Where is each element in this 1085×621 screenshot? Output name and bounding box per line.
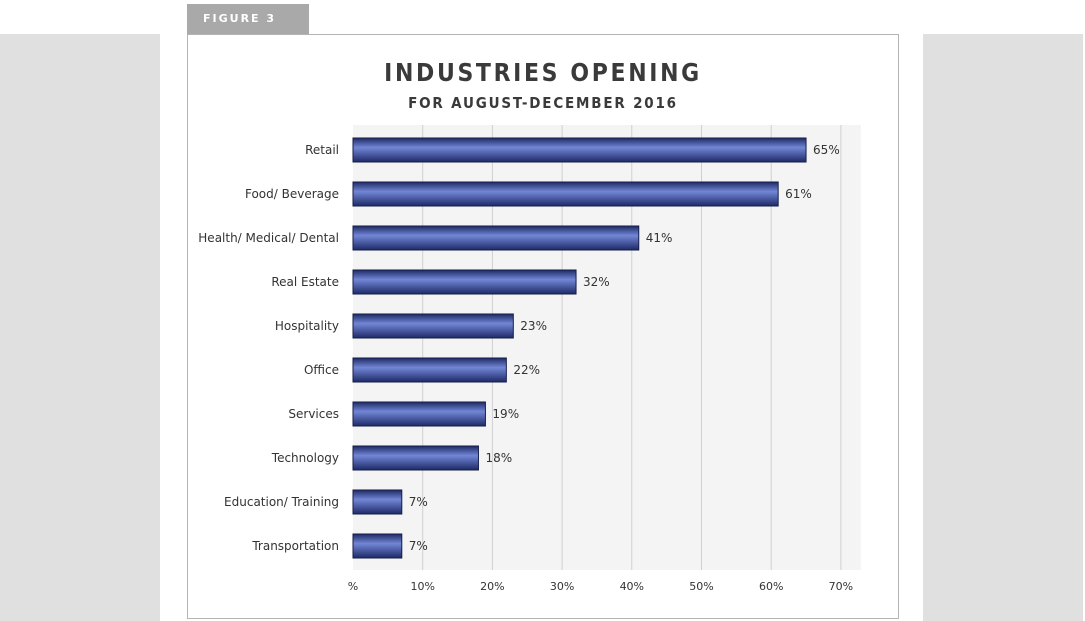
figure-label: FIGURE 3 <box>187 4 309 34</box>
category-label: Retail <box>305 143 339 157</box>
bar-chart: % 10% 20% 30% 40% 50% 60% 70% Retail 65% Food/ Bev… <box>198 125 861 593</box>
data-label: 22% <box>513 363 540 377</box>
bar <box>352 533 403 559</box>
bar <box>352 181 779 207</box>
chart-title: INDUSTRIES OPENING <box>384 58 702 87</box>
category-label: Office <box>304 363 339 377</box>
category-label: Education/ Training <box>224 495 339 509</box>
data-label: 18% <box>485 451 512 465</box>
x-tick-label: 30% <box>550 580 574 593</box>
bar <box>352 225 640 251</box>
right-side-panel <box>923 34 1083 621</box>
data-label: 19% <box>492 407 519 421</box>
category-label: Hospitality <box>275 319 339 333</box>
x-tick-label: 70% <box>829 580 853 593</box>
x-tick-label: 50% <box>689 580 713 593</box>
bar <box>352 401 486 427</box>
x-tick-label: % <box>348 580 358 593</box>
x-tick-label: 20% <box>480 580 504 593</box>
chart-subtitle: FOR AUGUST-DECEMBER 2016 <box>408 94 678 112</box>
data-label: 61% <box>785 187 812 201</box>
category-label: Food/ Beverage <box>245 187 339 201</box>
category-label: Transportation <box>251 539 339 553</box>
x-tick-label: 40% <box>620 580 644 593</box>
bar <box>352 137 807 163</box>
data-label: 65% <box>813 143 840 157</box>
category-label: Technology <box>271 451 339 465</box>
data-label: 7% <box>409 495 428 509</box>
category-label: Health/ Medical/ Dental <box>198 231 339 245</box>
category-label: Real Estate <box>271 275 339 289</box>
data-label: 7% <box>409 539 428 553</box>
data-label: 32% <box>583 275 610 289</box>
bar <box>352 313 514 339</box>
data-label: 23% <box>520 319 547 333</box>
x-tick-label: 60% <box>759 580 783 593</box>
category-label: Services <box>288 407 339 421</box>
bar <box>352 489 403 515</box>
bar <box>352 269 577 295</box>
bar <box>352 357 507 383</box>
left-side-panel <box>0 34 160 621</box>
x-tick-label: 10% <box>410 580 434 593</box>
bar <box>352 445 479 471</box>
data-label: 41% <box>646 231 673 245</box>
